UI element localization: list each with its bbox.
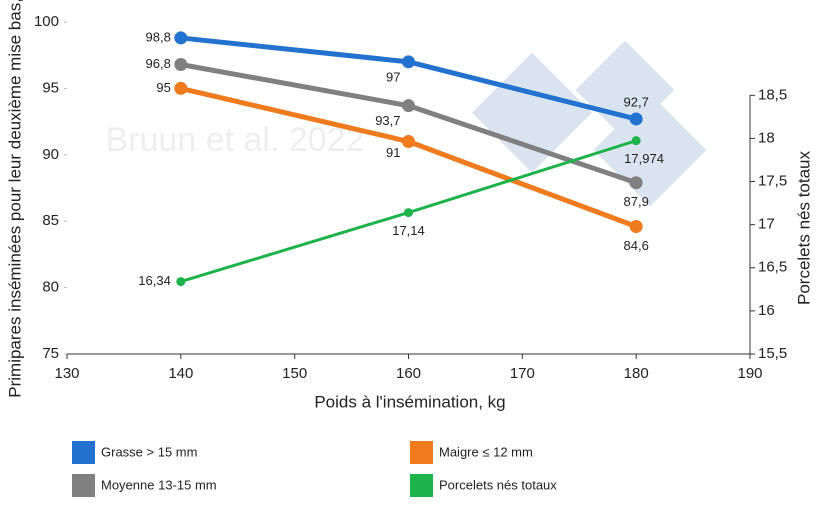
y-axis-title: Primipares inséminées pour leur deuxième… (5, 0, 24, 398)
data-point (174, 81, 188, 95)
x-tick-label: 130 (54, 365, 79, 382)
y2-axis-title: Porcelets nés totaux (794, 150, 813, 305)
x-tick-label: 180 (624, 365, 649, 382)
x-tick-label: 160 (396, 365, 421, 382)
y-tick-label: 90 (42, 146, 59, 163)
data-label: 17,974 (624, 151, 664, 166)
y-tick-label: 75 (42, 345, 59, 362)
y-tick-label: 95 (42, 79, 59, 96)
data-point (629, 220, 643, 234)
data-label: 98,8 (146, 29, 171, 44)
data-point (402, 99, 415, 113)
legend-swatch (410, 474, 433, 497)
data-point (176, 277, 186, 287)
y-tick-label: 80 (42, 279, 59, 296)
y2-tick-label: 16,5 (758, 259, 787, 276)
y2-tick-label: 16 (758, 302, 775, 319)
x-tick-label: 140 (168, 365, 193, 382)
x-tick-label: 150 (282, 365, 307, 382)
legend-label: Moyenne 13-15 mm (101, 477, 217, 492)
data-label: 96,8 (146, 56, 171, 71)
data-label: 84,6 (624, 238, 649, 253)
data-label: 91 (386, 145, 400, 160)
legend-label: Grasse > 15 mm (101, 444, 197, 459)
legend-label: Maigre ≤ 12 mm (439, 444, 533, 459)
data-point (629, 112, 643, 126)
x-axis-title: Poids à l'insémination, kg (314, 392, 505, 411)
y2-tick-label: 17,5 (758, 173, 787, 190)
data-point (174, 31, 188, 45)
x-tick-label: 170 (510, 365, 535, 382)
y2-tick-label: 15,5 (758, 345, 787, 362)
data-label: 93,7 (375, 113, 400, 128)
data-label: 87,9 (624, 194, 649, 209)
legend-swatch (410, 441, 433, 464)
watermark: Bruun et al. 2022 (106, 121, 365, 159)
data-point (402, 135, 415, 149)
data-point (631, 136, 641, 146)
y-tick-label: 85 (42, 212, 59, 229)
data-point (402, 55, 415, 69)
x-tick-label: 190 (737, 365, 762, 382)
y2-tick-label: 18 (758, 129, 775, 146)
data-label: 16,34 (138, 273, 171, 288)
y-tick-label: 100 (34, 13, 59, 30)
data-point (404, 208, 413, 218)
data-label: 95 (156, 80, 170, 95)
legend-label: Porcelets nés totaux (439, 477, 557, 492)
legend-swatch (72, 474, 95, 497)
data-label: 17,14 (392, 223, 425, 238)
data-point (629, 176, 643, 190)
legend-swatch (72, 441, 95, 464)
y2-tick-label: 17 (758, 216, 775, 233)
data-label: 92,7 (624, 94, 649, 109)
y2-tick-label: 18,5 (758, 86, 787, 103)
data-label: 97 (386, 69, 400, 84)
data-point (174, 57, 188, 71)
